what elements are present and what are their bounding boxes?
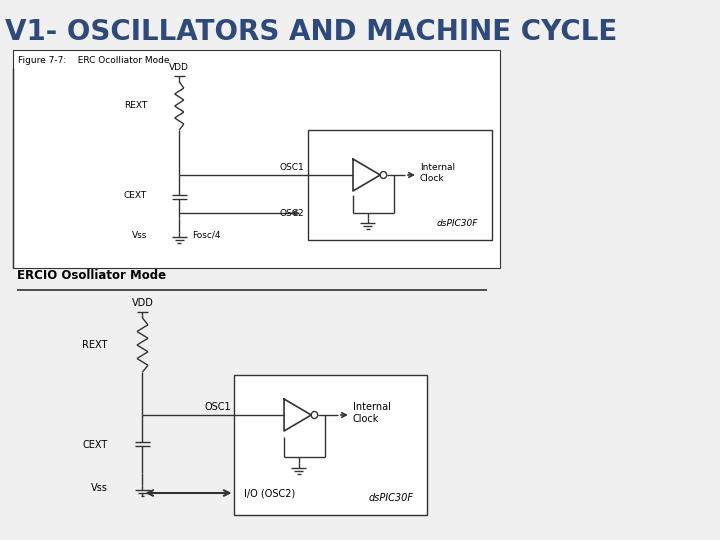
Bar — [308, 130, 492, 240]
Text: V1- OSCILLATORS AND MACHINE CYCLE: V1- OSCILLATORS AND MACHINE CYCLE — [4, 18, 617, 46]
Text: Internal
Clock: Internal Clock — [353, 402, 390, 424]
Text: Vss: Vss — [132, 231, 147, 240]
Text: dsPIC30F: dsPIC30F — [436, 219, 478, 228]
Bar — [235, 375, 428, 515]
Text: dsPIC30F: dsPIC30F — [369, 493, 414, 503]
Text: Fosc/4: Fosc/4 — [192, 231, 221, 240]
Text: CEXT: CEXT — [124, 191, 147, 199]
Text: REXT: REXT — [124, 100, 147, 110]
Text: REXT: REXT — [82, 340, 107, 350]
Text: OSC1: OSC1 — [279, 163, 305, 172]
Text: ERCIO Osolliator Mode: ERCIO Osolliator Mode — [17, 269, 166, 282]
Text: VDD: VDD — [132, 298, 153, 308]
Text: OSC1: OSC1 — [204, 402, 230, 412]
Bar — [13, 50, 500, 268]
Text: VDD: VDD — [169, 63, 189, 72]
Text: Figure 7-7:    ERC Ocolliator Mode: Figure 7-7: ERC Ocolliator Mode — [19, 56, 170, 65]
Text: Internal
Clock: Internal Clock — [420, 163, 455, 183]
Text: CEXT: CEXT — [82, 440, 107, 450]
Text: Vss: Vss — [91, 483, 107, 493]
Text: OSC2: OSC2 — [279, 208, 305, 218]
Text: I/O (OSC2): I/O (OSC2) — [243, 488, 295, 498]
